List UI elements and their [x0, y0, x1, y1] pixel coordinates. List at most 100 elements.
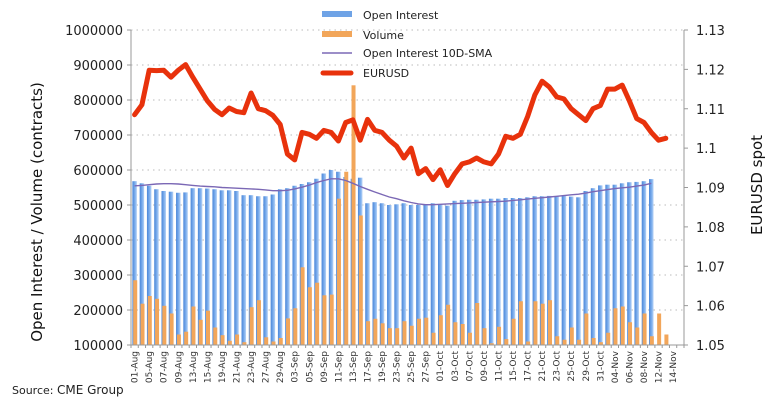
volume-bar [322, 295, 327, 345]
right-tick-label: 1.12 [696, 63, 725, 78]
x-tick-label: 31-Oct [596, 351, 606, 382]
open-interest-bar [459, 200, 465, 345]
volume-bar [606, 332, 611, 345]
volume-bar [453, 322, 458, 345]
source-value: CME Group [57, 383, 124, 397]
volume-bar [184, 331, 189, 345]
x-tick-label: 03-Sep [291, 351, 301, 383]
open-interest-bar [139, 183, 145, 345]
open-interest-bar [561, 195, 567, 345]
open-interest-bar [481, 199, 487, 345]
volume-bar [613, 308, 618, 345]
volume-bar [526, 341, 531, 345]
volume-bar [249, 307, 254, 345]
open-interest-bar [437, 204, 443, 345]
volume-bar [504, 339, 509, 345]
open-interest-bar [161, 191, 166, 345]
volume-bar [649, 336, 654, 345]
open-interest-bar [299, 184, 305, 345]
open-interest-bar [154, 189, 159, 345]
open-interest-bar [321, 173, 327, 345]
open-interest-bar [394, 204, 399, 345]
volume-bar [191, 306, 196, 345]
x-axis-ticks: 01-Aug 05-Aug 07-Aug 09-Aug 13-Aug 15-Aug 19-A… [131, 350, 679, 383]
open-interest-bar [496, 198, 501, 345]
x-tick-label: 29-Oct [582, 351, 592, 382]
right-tick-label: 1.08 [696, 221, 725, 236]
x-tick-label: 27-Sep [422, 351, 432, 383]
left-tick-label: 900000 [73, 59, 123, 74]
open-interest-bar [547, 195, 552, 345]
open-interest-bar [525, 197, 530, 345]
x-tick-label: 25-Oct [567, 351, 577, 382]
x-tick-label: 27-Aug [262, 351, 272, 383]
volume-bar [489, 343, 494, 345]
open-interest-bar [590, 188, 596, 345]
x-tick-label: 13-Sep [349, 351, 359, 383]
x-tick-label: 15-Aug [203, 351, 213, 383]
volume-bar [577, 339, 582, 345]
open-interest-bar [488, 198, 494, 345]
open-interest-bar [256, 196, 261, 345]
open-interest-bar [532, 196, 538, 345]
volume-bar [555, 336, 560, 345]
x-tick-label: 29-Aug [276, 351, 286, 383]
open-interest-bar [365, 203, 370, 345]
volume-bar [242, 342, 247, 345]
open-interest-bar [401, 203, 407, 345]
volume-bar [278, 338, 283, 345]
volume-bar [366, 321, 371, 345]
volume-bar [227, 340, 232, 345]
x-tick-label: 19-Sep [378, 351, 388, 383]
right-tick-label: 1.11 [696, 103, 725, 118]
right-tick-label: 1.05 [696, 339, 725, 354]
volume-bar [344, 171, 349, 345]
open-interest-bar [568, 196, 574, 345]
open-interest-bar [474, 199, 479, 345]
left-tick-label: 200000 [73, 304, 123, 319]
open-interest-bar [539, 196, 545, 345]
volume-bar [409, 325, 414, 345]
volume-bar [467, 332, 472, 345]
x-tick-label: 23-Sep [393, 351, 403, 383]
volume-bar [133, 280, 138, 345]
open-interest-bar [554, 196, 559, 345]
volume-bar [635, 327, 640, 345]
left-tick-label: 600000 [73, 164, 123, 179]
left-tick-label: 300000 [73, 269, 123, 284]
open-interest-bar [467, 199, 472, 345]
x-tick-label: 23-Aug [247, 351, 257, 383]
volume-bar [329, 294, 334, 345]
volume-bar [235, 334, 240, 345]
source-label: Source: [12, 384, 54, 397]
legend-label-volume: Volume [363, 29, 404, 42]
x-tick-label: 19-Aug [218, 351, 228, 383]
volume-bar [438, 315, 443, 345]
right-tick-label: 1.1 [696, 142, 717, 157]
legend: Open Interest Volume Open Interest 10D-S… [320, 9, 493, 80]
volume-bar [482, 328, 487, 345]
volume-bar [533, 301, 538, 345]
x-tick-label: 04-Nov [611, 350, 621, 383]
open-interest-bar [205, 188, 210, 345]
x-tick-label: 17-Sep [363, 351, 373, 383]
left-tick-label: 800000 [73, 94, 123, 109]
x-tick-label: 23-Oct [553, 351, 563, 382]
volume-bar [562, 339, 567, 345]
volume-bar [300, 267, 305, 345]
x-tick-label: 11-Sep [334, 351, 344, 383]
volume-bar [315, 282, 320, 345]
left-tick-label: 500000 [73, 199, 123, 214]
left-tick-label: 400000 [73, 234, 123, 249]
volume-bar [402, 321, 407, 345]
x-tick-label: 01-Aug [131, 351, 141, 383]
volume-bar [176, 334, 181, 345]
open-interest-bar [190, 188, 196, 345]
volume-bar [220, 335, 225, 345]
volume-bar [336, 198, 341, 345]
x-tick-label: 05-Sep [305, 351, 315, 383]
x-tick-label: 08-Nov [640, 350, 650, 383]
x-tick-label: 05-Aug [145, 351, 155, 383]
volume-bar [206, 310, 211, 345]
volume-bar [358, 215, 363, 345]
